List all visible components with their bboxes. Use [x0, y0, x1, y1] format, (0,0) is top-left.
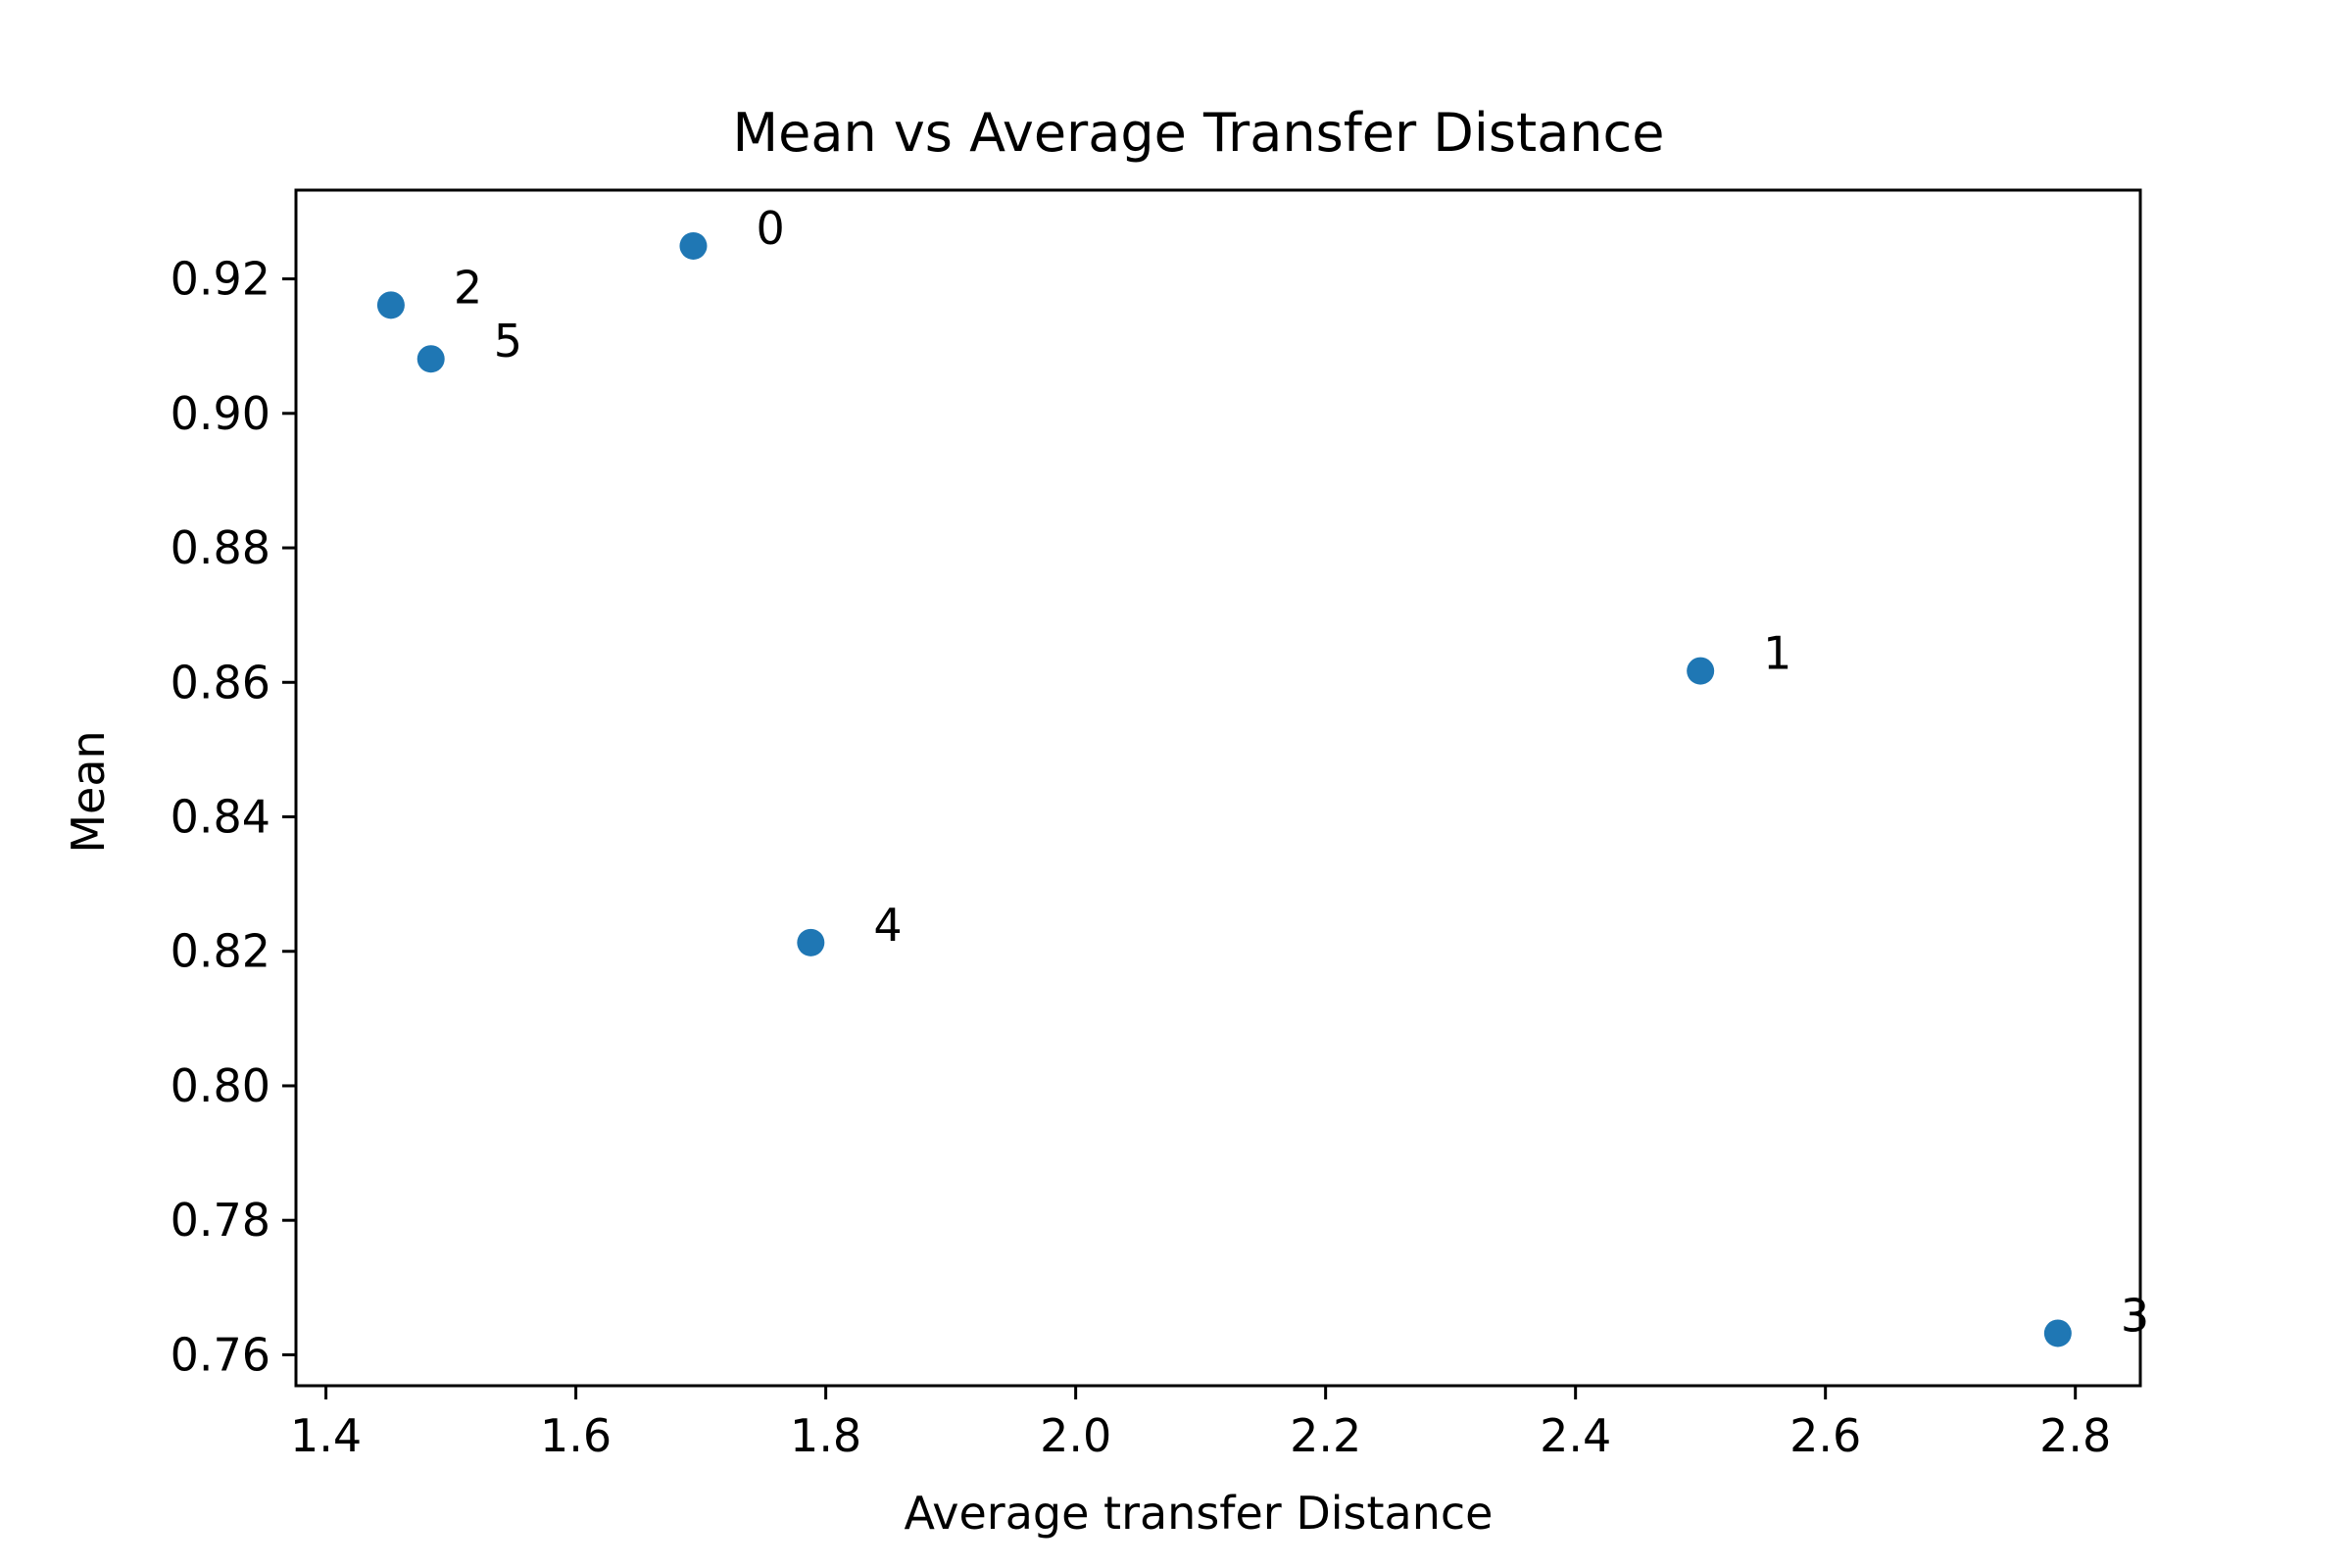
data-point-0 [679, 231, 708, 260]
x-tick-label: 1.4 [290, 1409, 362, 1462]
point-label-5: 5 [494, 315, 522, 368]
data-point-3 [2043, 1319, 2072, 1348]
y-tick-label: 0.86 [171, 656, 270, 709]
point-label-2: 2 [454, 261, 482, 314]
y-tick-label: 0.80 [171, 1059, 270, 1112]
y-tick-label: 0.78 [171, 1194, 270, 1247]
y-axis-label: Mean [62, 730, 115, 853]
y-tick-label: 0.90 [171, 387, 270, 440]
plot-area: 1.4 1.6 1.8 2.0 2.2 2.4 2.6 2.8 0.76 0.78 0.80 0.82… [171, 188, 2149, 1462]
y-tick-label: 0.84 [171, 791, 270, 844]
x-tick-label: 1.6 [540, 1409, 612, 1462]
data-point-1 [1687, 657, 1715, 685]
y-tick-label: 0.88 [171, 521, 270, 574]
x-tick-label: 2.4 [1540, 1409, 1611, 1462]
x-tick-label: 2.0 [1040, 1409, 1111, 1462]
point-label-0: 0 [756, 202, 784, 255]
x-tick-label: 2.6 [1789, 1409, 1861, 1462]
data-point-2 [376, 291, 405, 319]
chart-title: Mean vs Average Transfer Distance [733, 102, 1665, 164]
y-tick-label: 0.76 [171, 1328, 270, 1381]
plot-frame [294, 188, 2142, 1388]
y-tick-label: 0.92 [171, 253, 270, 306]
x-tick-label: 2.2 [1290, 1409, 1361, 1462]
x-axis-label: Average transfer Distance [905, 1487, 1494, 1540]
data-point-4 [797, 928, 825, 956]
x-tick-label: 1.8 [790, 1409, 861, 1462]
y-tick-label: 0.82 [171, 925, 270, 978]
point-label-4: 4 [873, 899, 902, 952]
x-tick-label: 2.8 [2039, 1409, 2111, 1462]
point-label-3: 3 [2121, 1289, 2149, 1342]
point-label-1: 1 [1763, 627, 1791, 680]
data-point-5 [416, 345, 445, 373]
